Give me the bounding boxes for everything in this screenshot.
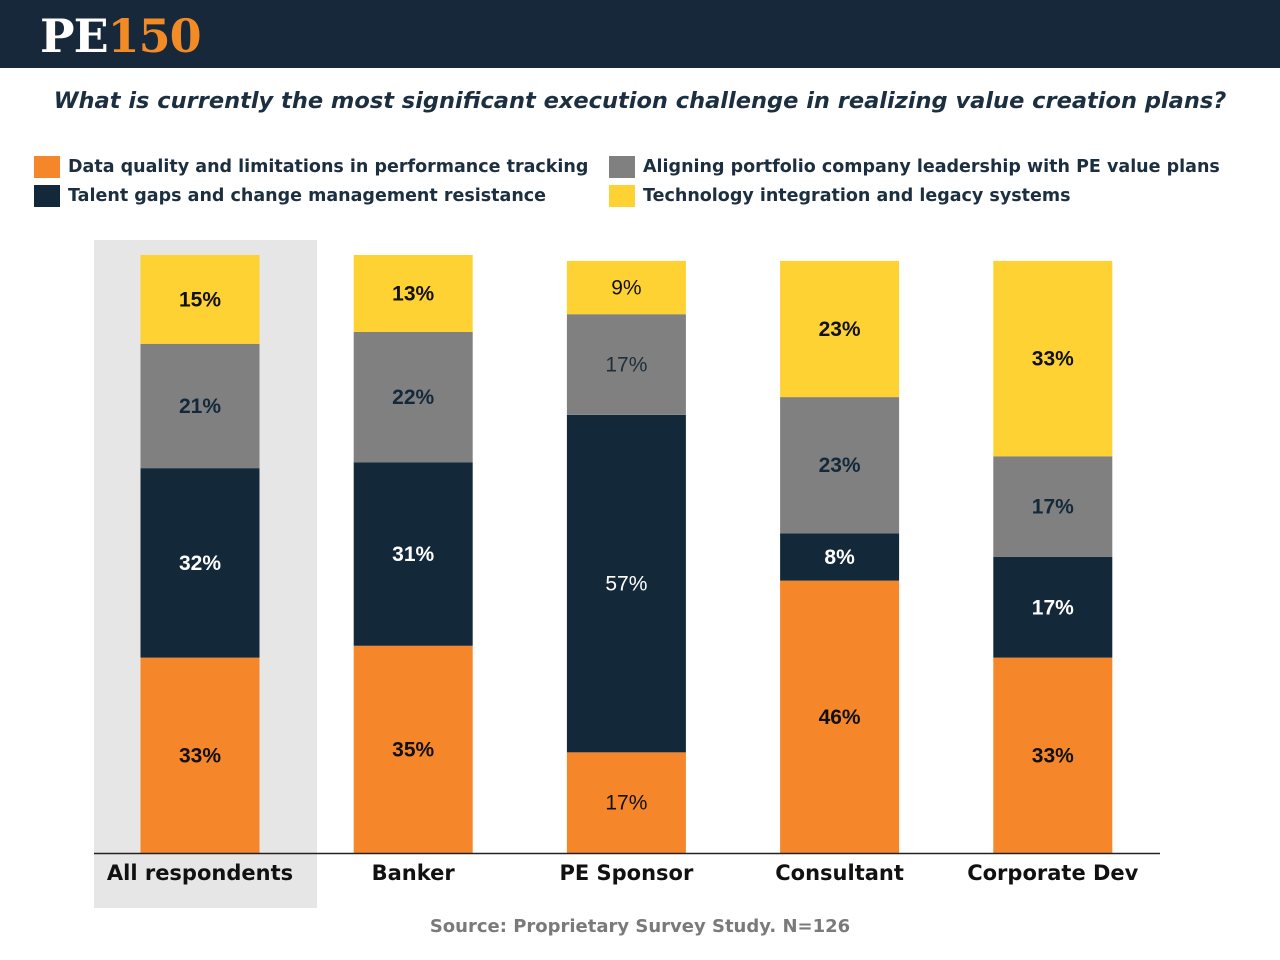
category-label-banker: Banker xyxy=(372,861,456,885)
data-label-consultant-data_quality: 46% xyxy=(819,706,861,729)
data-label-pe-sponsor-data_quality: 17% xyxy=(605,792,647,815)
chart-question-title: What is currently the most significant e… xyxy=(53,88,1227,114)
bar-segment-pe-sponsor-data_quality xyxy=(566,752,686,853)
data-label-corporate-dev-technology: 33% xyxy=(1032,348,1074,371)
bar-segment-pe-sponsor-talent xyxy=(566,414,686,753)
bar-segment-consultant-data_quality xyxy=(780,580,900,853)
data-label-pe-sponsor-aligning: 17% xyxy=(605,354,647,377)
data-label-pe-sponsor-talent: 57% xyxy=(605,573,647,596)
bar-segment-banker-technology xyxy=(353,255,473,332)
data-label-consultant-technology: 23% xyxy=(819,318,861,341)
legend-swatch-aligning xyxy=(609,156,635,178)
bar-segment-corporate-dev-talent xyxy=(993,556,1113,658)
bar-segment-consultant-talent xyxy=(780,533,900,581)
legend-label-talent: Talent gaps and change management resist… xyxy=(68,186,547,206)
category-label-consultant: Consultant xyxy=(775,861,904,885)
legend-label-technology: Technology integration and legacy system… xyxy=(643,186,1071,206)
bar-segment-banker-talent xyxy=(353,462,473,646)
bar-segment-corporate-dev-technology xyxy=(993,260,1113,457)
data-label-consultant-aligning: 23% xyxy=(819,454,861,477)
data-label-consultant-talent: 8% xyxy=(824,546,855,569)
legend-label-data-quality: Data quality and limitations in performa… xyxy=(68,157,589,177)
category-label-pe-sponsor: PE Sponsor xyxy=(559,861,694,885)
logo-number-text: 150 xyxy=(107,9,202,63)
legend-swatch-technology xyxy=(609,185,635,207)
data-label-corporate-dev-talent: 17% xyxy=(1032,596,1074,619)
data-label-banker-data_quality: 35% xyxy=(392,738,434,761)
bar-segment-banker-aligning xyxy=(353,331,473,463)
bar-segment-banker-data_quality xyxy=(353,645,473,853)
legend-label-aligning: Aligning portfolio company leadership wi… xyxy=(643,157,1220,177)
category-label-corporate-dev: Corporate Dev xyxy=(967,861,1138,885)
bar-segment-all-respondents-data_quality xyxy=(140,657,260,853)
bar-segment-pe-sponsor-aligning xyxy=(566,314,686,415)
bar-segment-corporate-dev-aligning xyxy=(993,456,1113,557)
bar-segment-pe-sponsor-technology xyxy=(566,260,686,315)
bar-segment-all-respondents-aligning xyxy=(140,343,260,469)
bar-segment-all-respondents-talent xyxy=(140,468,260,658)
data-label-all-respondents-data_quality: 33% xyxy=(179,744,221,767)
legend-swatch-data-quality xyxy=(34,156,60,178)
data-label-all-respondents-aligning: 21% xyxy=(179,395,221,418)
pe150-logo: PE150 xyxy=(40,6,202,66)
logo-pe-text: PE xyxy=(40,9,109,63)
bar-segment-consultant-aligning xyxy=(780,397,900,534)
bar-segment-all-respondents-technology xyxy=(140,255,260,344)
bar-segment-corporate-dev-data_quality xyxy=(993,657,1113,853)
source-note: Source: Proprietary Survey Study. N=126 xyxy=(429,916,851,937)
header-bar: PE150 xyxy=(0,0,1280,68)
data-label-corporate-dev-data_quality: 33% xyxy=(1032,744,1074,767)
bar-segment-consultant-technology xyxy=(780,260,900,398)
data-label-banker-technology: 13% xyxy=(392,282,434,305)
category-label-all-respondents: All respondents xyxy=(107,861,293,885)
data-label-pe-sponsor-technology: 9% xyxy=(611,277,641,300)
data-label-banker-aligning: 22% xyxy=(392,386,434,409)
data-label-all-respondents-technology: 15% xyxy=(179,288,221,311)
legend-swatch-talent xyxy=(34,185,60,207)
data-label-banker-talent: 31% xyxy=(392,543,434,566)
data-label-all-respondents-talent: 32% xyxy=(179,552,221,575)
data-label-corporate-dev-aligning: 17% xyxy=(1032,496,1074,519)
